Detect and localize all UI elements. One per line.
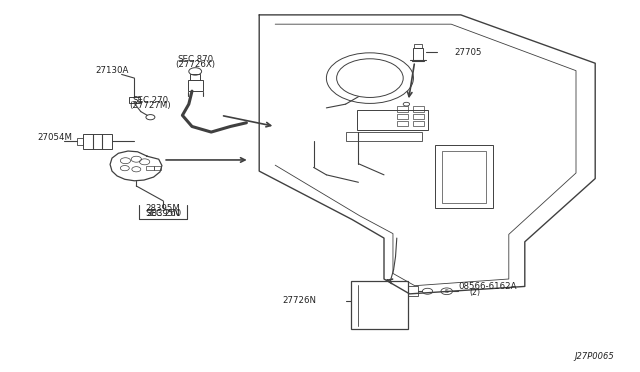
Text: SEC.870: SEC.870	[177, 55, 213, 64]
Text: (27727M): (27727M)	[129, 101, 172, 110]
Bar	[346, 132, 422, 141]
Text: 08566-6162A: 08566-6162A	[458, 282, 516, 291]
Bar	[397, 106, 408, 112]
Bar	[190, 74, 200, 80]
Bar	[146, 166, 154, 170]
Bar	[408, 286, 418, 296]
Bar	[435, 145, 493, 208]
Bar	[397, 114, 408, 119]
Text: 27726N: 27726N	[283, 296, 317, 305]
Bar	[397, 121, 408, 126]
Text: (27726X): (27726X)	[175, 60, 215, 69]
Text: J27P0065: J27P0065	[575, 352, 614, 361]
Bar	[351, 281, 408, 329]
Bar	[188, 80, 203, 91]
Bar	[77, 138, 83, 145]
Text: S: S	[445, 289, 449, 294]
Text: 27130A: 27130A	[95, 66, 129, 75]
Bar	[129, 97, 140, 103]
Bar	[413, 106, 424, 112]
Bar	[154, 166, 161, 170]
Text: SEC.260: SEC.260	[145, 209, 181, 218]
Text: 27705: 27705	[454, 48, 482, 57]
Text: SEC.270: SEC.270	[132, 96, 168, 105]
Text: (2): (2)	[469, 288, 480, 297]
Text: 28395M: 28395M	[145, 204, 180, 213]
Bar	[414, 44, 422, 48]
Bar	[83, 134, 112, 149]
Bar	[442, 151, 486, 203]
Bar	[357, 110, 428, 130]
Text: 27054M: 27054M	[37, 133, 72, 142]
Bar	[413, 48, 423, 60]
Bar	[413, 121, 424, 126]
Bar	[413, 114, 424, 119]
Text: 28395N: 28395N	[146, 209, 180, 218]
